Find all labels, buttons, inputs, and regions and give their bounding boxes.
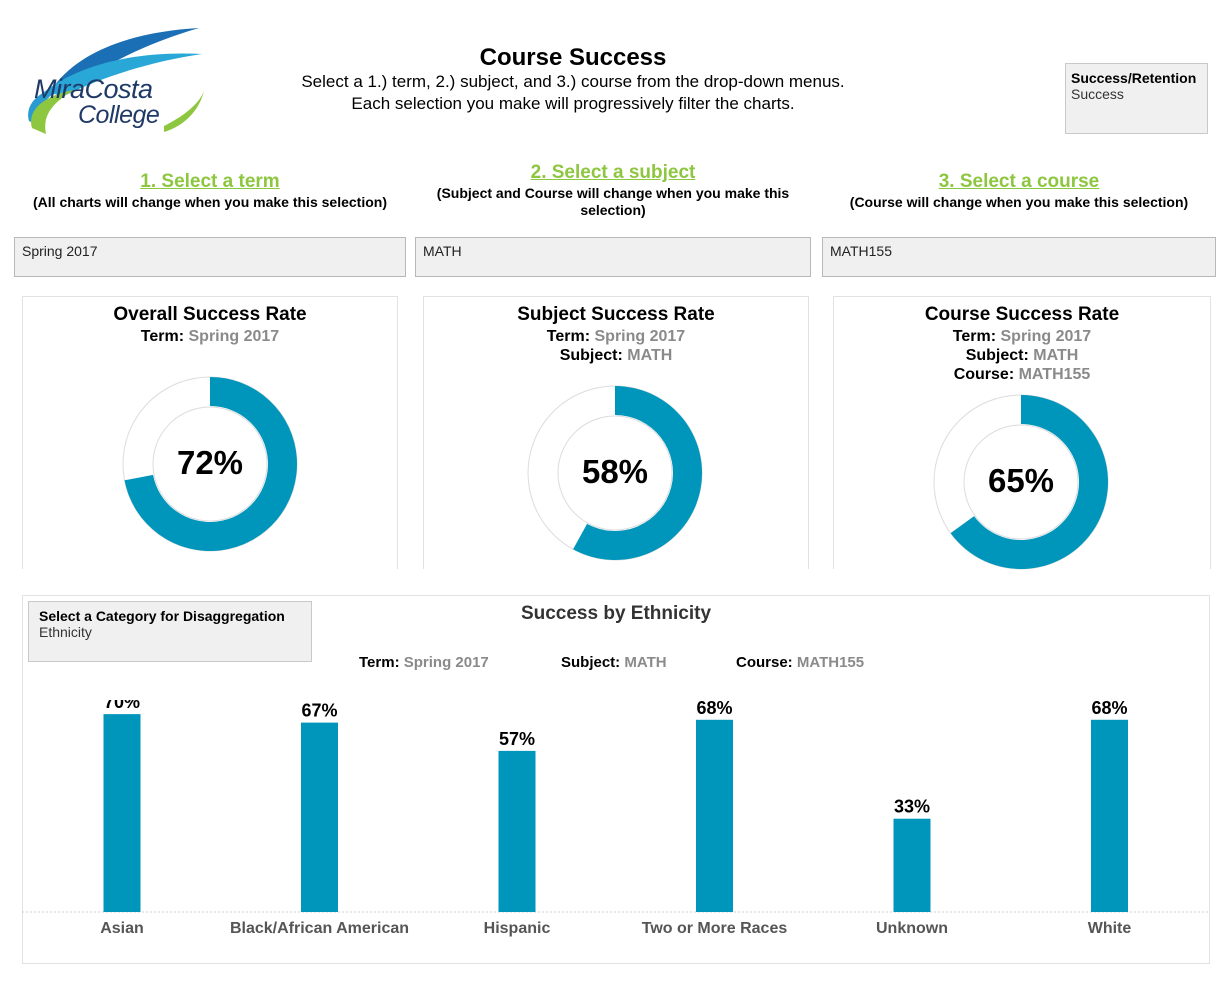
- bar-value-label: 70%: [104, 700, 140, 712]
- subject-success-label: 58%: [581, 453, 649, 490]
- disaggregation-filter[interactable]: Select a Category for Disaggregation Eth…: [28, 601, 312, 662]
- select-term-heading: 1. Select a term: [140, 171, 280, 192]
- select-subject-note-line2: selection): [580, 202, 646, 218]
- term-dropdown[interactable]: Spring 2017: [14, 237, 406, 277]
- subject-success-meta: Term: Spring 2017 Subject: MATH: [423, 327, 809, 365]
- college-logo: MiraCosta College: [14, 26, 204, 136]
- bar-asian[interactable]: [103, 714, 141, 912]
- bar-hispanic[interactable]: [498, 750, 536, 912]
- bar-black-african-american[interactable]: [301, 722, 338, 912]
- course-subject-line: Subject: MATH: [833, 346, 1211, 365]
- course-value: MATH155: [796, 654, 865, 671]
- disaggregation-label: Select a Category for Disaggregation: [39, 608, 285, 624]
- category-tick-label: Black/African American: [230, 920, 409, 937]
- subject-success-donut: [527, 385, 703, 561]
- bar-value-label: 68%: [696, 700, 732, 718]
- donut-success-arc: [950, 395, 1108, 569]
- course-label: Course:: [953, 366, 1015, 383]
- instruction-line-1: Select a 1.) term, 2.) subject, and 3.) …: [301, 72, 845, 91]
- term-value: Spring 2017: [403, 654, 489, 671]
- bar-value-label: 57%: [499, 729, 535, 749]
- term-value: Spring 2017: [1000, 328, 1092, 345]
- overall-term-line: Term: Spring 2017: [22, 327, 398, 346]
- course-term-line: Term: Spring 2017: [833, 327, 1211, 346]
- course-success-donut: [933, 394, 1109, 570]
- course-success-meta: Term: Spring 2017 Subject: MATH Course: …: [833, 327, 1211, 384]
- subject-label: Subject:: [561, 654, 621, 671]
- subject-value: MATH: [1033, 347, 1079, 364]
- course-value: MATH155: [1018, 366, 1091, 383]
- term-label: Term:: [952, 328, 997, 345]
- bar-two-or-more-races[interactable]: [696, 719, 733, 912]
- donut-success-arc: [124, 377, 297, 551]
- select-term-note-line1: (All charts will change when you make th…: [33, 194, 387, 210]
- success-retention-label: Success/Retention: [1071, 70, 1197, 86]
- instruction-line-2: Each selection you make will progressive…: [351, 94, 795, 113]
- category-tick-label: Hispanic: [484, 920, 551, 937]
- subject-label: Subject:: [559, 347, 623, 364]
- term-label: Term:: [546, 328, 591, 345]
- term-label: Term:: [140, 328, 185, 345]
- course-success-title: Course Success Rate: [924, 304, 1120, 325]
- success-retention-filter[interactable]: Success/Retention Success: [1065, 63, 1208, 134]
- bar-value-label: 67%: [301, 701, 337, 721]
- ethnicity-chart-title: Success by Ethnicity: [520, 603, 712, 624]
- bar-value-label: 33%: [894, 797, 930, 817]
- category-tick-label: White: [1088, 920, 1132, 937]
- logo-text-miracosta: MiraCosta: [34, 74, 153, 104]
- subject-dropdown[interactable]: MATH: [415, 237, 811, 277]
- bar-white[interactable]: [1091, 719, 1128, 912]
- category-tick-label: Unknown: [876, 920, 948, 937]
- select-subject-note-line1: (Subject and Course will change when you…: [436, 185, 790, 201]
- subject-subject-line: Subject: MATH: [423, 346, 809, 365]
- term-value: Spring 2017: [594, 328, 686, 345]
- logo-text-college: College: [78, 101, 160, 129]
- subject-success-panel: [423, 296, 809, 569]
- bar-unknown[interactable]: [893, 818, 931, 912]
- overall-success-label: 72%: [176, 444, 244, 481]
- term-label: Term:: [359, 654, 400, 671]
- ethnicity-course: Course: MATH155: [736, 654, 864, 671]
- select-subject-heading: 2. Select a subject: [530, 162, 696, 183]
- overall-success-title: Overall Success Rate: [113, 304, 307, 325]
- category-tick-label: Asian: [100, 920, 144, 937]
- overall-success-donut: [122, 376, 298, 552]
- select-term-note: (All charts will change when you make th…: [14, 194, 406, 211]
- overall-success-meta: Term: Spring 2017: [22, 327, 398, 346]
- bar-value-label: 68%: [1091, 700, 1127, 718]
- overall-success-panel: [22, 296, 398, 569]
- ethnicity-bar-chart: 70% Asian 67% Black/African American 57% Hisp…: [22, 700, 1210, 937]
- ethnicity-panel: [22, 595, 1210, 964]
- subject-value: MATH: [627, 347, 673, 364]
- term-value: Spring 2017: [188, 328, 280, 345]
- course-success-panel: [833, 296, 1211, 569]
- success-retention-value: Success: [1071, 86, 1124, 102]
- subject-value: MATH: [624, 654, 667, 671]
- subject-term-line: Term: Spring 2017: [423, 327, 809, 346]
- disaggregation-value: Ethnicity: [39, 624, 92, 640]
- course-label: Course:: [736, 654, 793, 671]
- select-subject-note: (Subject and Course will change when you…: [415, 185, 811, 219]
- select-course-note: (Course will change when you make this s…: [822, 194, 1216, 211]
- page-title: Course Success: [479, 44, 667, 71]
- donut-success-arc: [573, 386, 702, 560]
- subject-success-title: Subject Success Rate: [517, 304, 715, 325]
- category-tick-label: Two or More Races: [642, 920, 788, 937]
- select-course-heading: 3. Select a course: [938, 171, 1100, 192]
- ethnicity-term: Term: Spring 2017: [359, 654, 489, 671]
- course-course-line: Course: MATH155: [833, 365, 1211, 384]
- subject-label: Subject:: [965, 347, 1029, 364]
- course-success-label: 65%: [987, 462, 1055, 499]
- ethnicity-subject: Subject: MATH: [561, 654, 667, 671]
- select-course-note-line1: (Course will change when you make this s…: [849, 194, 1189, 210]
- logo-swoosh-icon: [28, 28, 204, 134]
- course-dropdown[interactable]: MATH155: [822, 237, 1216, 277]
